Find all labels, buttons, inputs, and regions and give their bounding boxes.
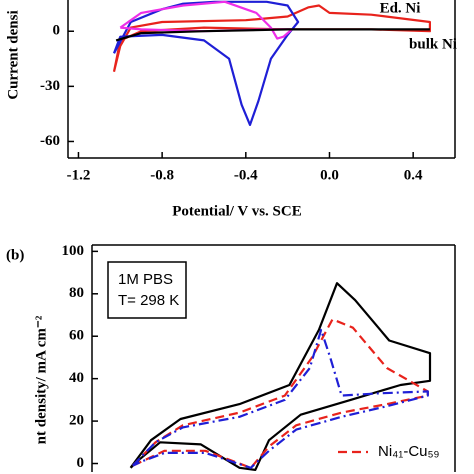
y-tick-label: -60 xyxy=(40,133,60,149)
y-tick-label: 40 xyxy=(69,370,84,386)
x-tick-label: -1.2 xyxy=(67,167,91,183)
annotation-box xyxy=(107,261,187,319)
y-tick-label: 0 xyxy=(53,23,61,39)
y-tick-label: 20 xyxy=(69,413,84,429)
panel-label: (b) xyxy=(6,247,24,263)
x-axis-label: Potential/ V vs. SCE xyxy=(172,203,301,219)
y-tick-label: 60 xyxy=(69,328,84,344)
annotation: T= 298 K xyxy=(118,292,179,309)
cv-curve xyxy=(112,0,300,126)
x-tick-label: 0.4 xyxy=(404,167,423,183)
annotation: 1M PBS xyxy=(118,271,173,288)
series-label: Ed. Ni xyxy=(380,0,421,16)
y-tick-label: 80 xyxy=(69,285,84,301)
y-tick-label: 0 xyxy=(77,455,85,471)
series-label: bulk Ni xyxy=(409,36,457,52)
y-axis-label: Current densi xyxy=(5,10,21,99)
y-axis-label: nt density/ mA cm⁻² xyxy=(33,315,49,444)
x-tick-label: -0.8 xyxy=(150,167,174,183)
cv-curve xyxy=(132,328,429,469)
cv-curve xyxy=(129,282,432,471)
x-tick-label: -0.4 xyxy=(234,167,258,183)
cv-curve xyxy=(115,28,430,42)
y-tick-label: -30 xyxy=(40,78,60,94)
legend-label: Ni₄₁-Cu₅₉ xyxy=(378,443,440,460)
cv-curve xyxy=(112,4,431,72)
y-tick-label: 100 xyxy=(62,243,85,259)
x-tick-label: 0.0 xyxy=(320,167,339,183)
